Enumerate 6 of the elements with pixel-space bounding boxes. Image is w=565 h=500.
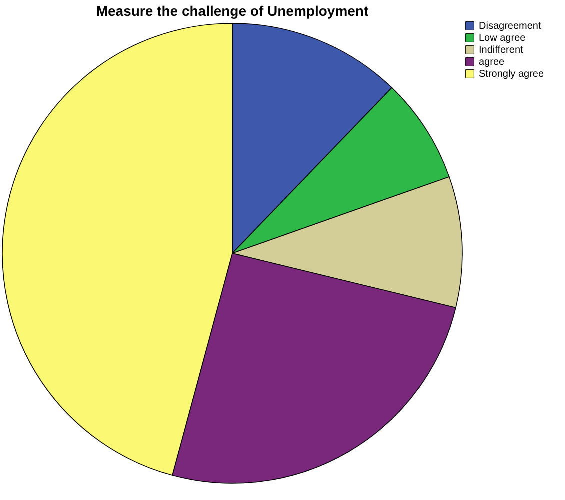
legend-label: agree	[479, 57, 506, 68]
legend-label: Low agree	[479, 33, 526, 44]
chart-title: Measure the challenge of Unemployment	[96, 3, 369, 19]
legend-label: Disagreement	[479, 21, 542, 32]
legend-label: Strongly agree	[479, 69, 544, 80]
legend-label: Indifferent	[479, 45, 524, 56]
